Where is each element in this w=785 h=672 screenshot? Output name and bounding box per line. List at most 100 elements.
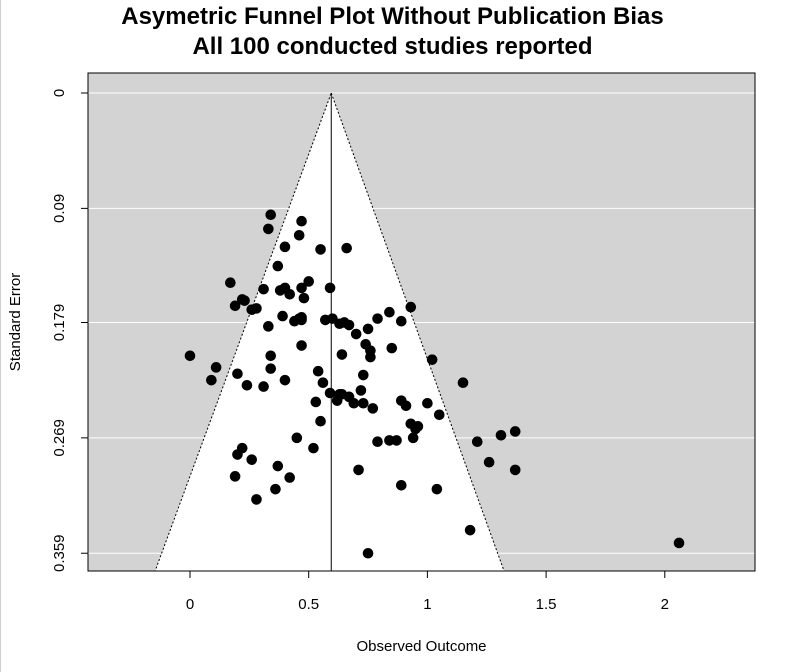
data-point [270,483,281,495]
data-point [296,215,307,227]
data-point [350,328,362,340]
data-point [673,537,685,549]
data-point [391,435,402,446]
y-tick-label: 0.09 [51,194,68,223]
data-point [272,460,284,472]
data-point [355,385,367,396]
data-point [279,241,291,253]
data-point [308,442,319,454]
data-point [232,449,243,460]
data-point [258,283,269,295]
data-point [279,374,291,386]
data-point [303,276,315,287]
data-point [405,301,417,313]
y-axis: 0 0.09 0.179 0.269 0.359 [51,89,88,572]
data-point [296,282,307,294]
data-point [334,388,345,400]
data-point [412,421,424,432]
data-point [229,300,241,312]
data-point [246,454,258,465]
data-points [184,209,685,559]
data-point [265,363,277,374]
data-point [324,387,336,399]
data-point [365,351,376,363]
data-point [317,377,329,389]
data-point [263,223,274,235]
data-point [315,415,326,427]
x-tick-label: 2 [661,596,669,613]
data-point [483,456,495,468]
data-point [343,319,355,331]
data-point [210,362,222,373]
data-point [312,365,324,377]
data-point [509,464,521,476]
data-point [324,282,336,294]
data-point [426,354,438,365]
chart-title: Asymetric Funnel Plot Without Publicatio… [121,3,664,30]
left-border [0,0,1,672]
data-point [277,310,288,322]
data-point [229,471,241,482]
data-point [362,323,374,335]
data-point [358,397,369,409]
x-tick-label: 0.5 [298,596,319,613]
data-point [400,400,412,412]
data-point [422,397,433,409]
data-point [362,547,374,559]
data-point [265,350,277,362]
data-point [372,313,383,324]
data-point [225,277,236,289]
data-point [298,292,310,304]
data-point [509,426,521,437]
data-point [395,315,407,327]
data-point [358,369,369,381]
data-point [457,377,469,389]
data-point [310,396,322,408]
data-point [241,379,253,391]
data-point [348,397,360,409]
data-point [336,349,348,360]
data-point [251,303,262,314]
x-axis-label: Observed Outcome [356,638,486,655]
data-point [284,288,296,300]
data-point [315,244,326,255]
data-point [464,524,476,536]
data-point [258,381,269,392]
data-point [293,230,305,241]
data-point [296,312,307,323]
x-tick-label: 0 [186,596,194,613]
y-tick-label: 0.359 [51,534,68,572]
data-point [284,472,296,483]
data-point [431,483,443,495]
chart-subtitle: All 100 conducted studies reported [192,33,593,60]
data-point [353,464,364,476]
x-tick-label: 1 [423,596,431,613]
data-point [386,342,398,354]
data-point [265,209,277,221]
data-point [239,295,250,306]
data-point [263,321,274,332]
data-point [291,432,303,444]
y-axis-label: Standard Error [7,273,24,371]
data-point [296,340,307,351]
x-tick-label: 1.5 [536,596,557,613]
data-point [384,306,395,318]
data-point [407,432,419,444]
data-point [372,436,383,448]
data-point [471,436,483,448]
data-point [341,242,352,254]
data-point [251,494,262,505]
data-point [433,409,445,421]
y-tick-label: 0.269 [51,419,68,457]
data-point [272,260,284,272]
y-tick-label: 0 [51,89,68,97]
y-tick-label: 0.179 [51,304,68,342]
x-axis: 0 0.5 1 1.5 2 [186,571,669,613]
data-point [184,350,196,362]
data-point [367,403,379,414]
data-point [206,374,217,386]
data-point [495,429,507,441]
data-point [232,368,243,380]
data-point [395,479,407,491]
